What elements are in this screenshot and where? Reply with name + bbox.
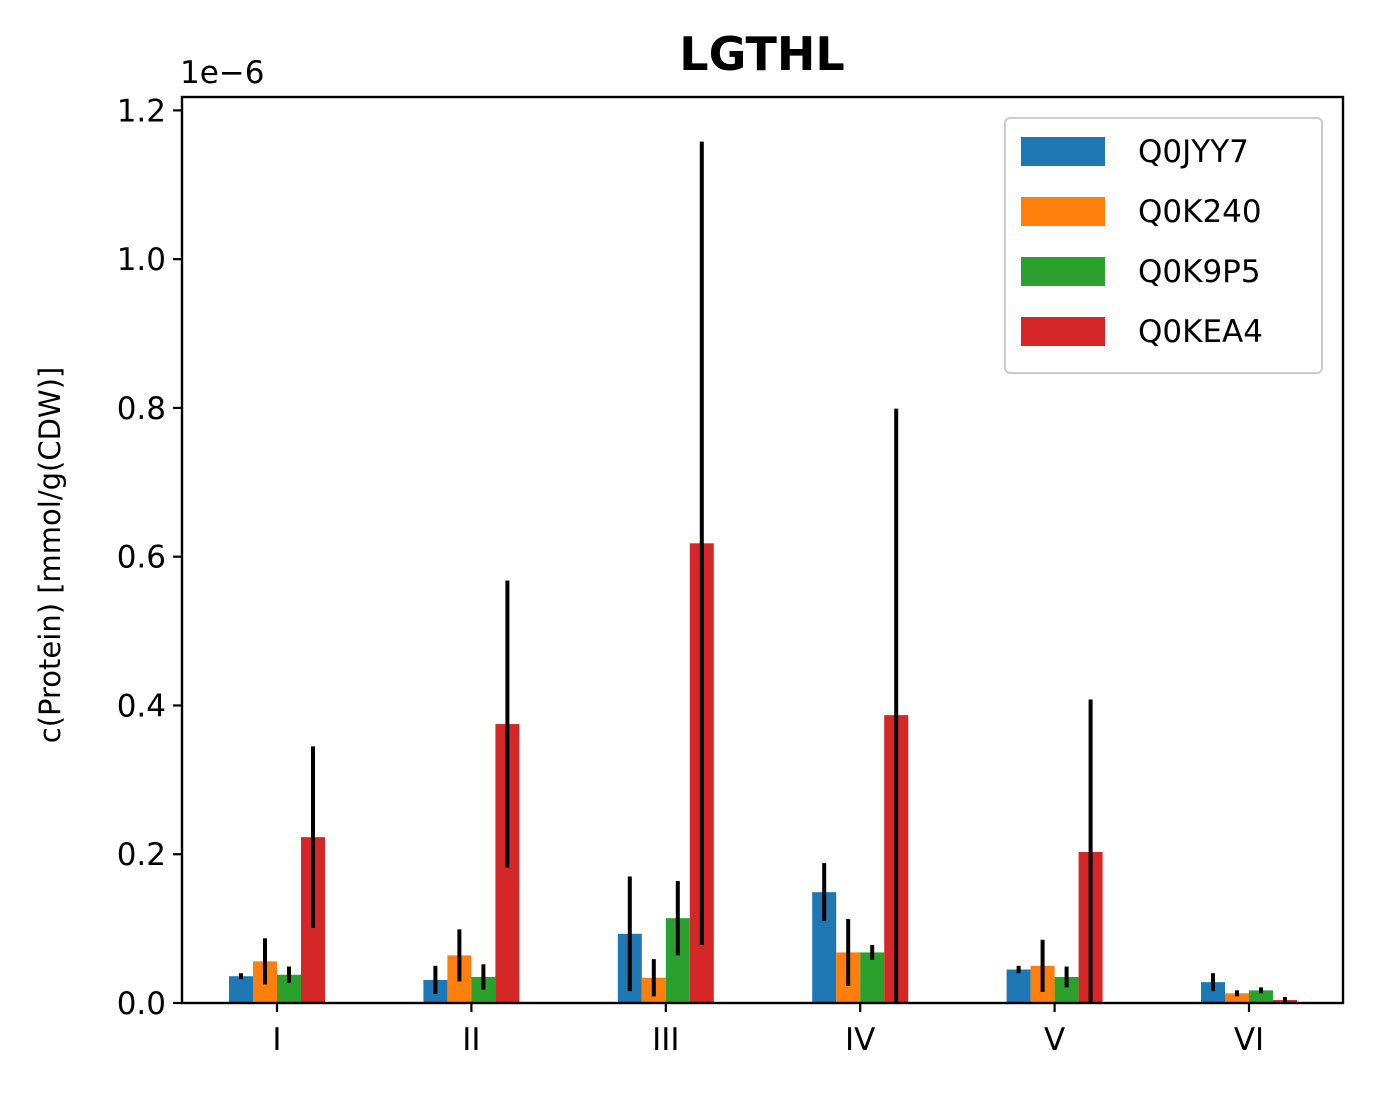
bar-q0jyy7-i bbox=[229, 976, 253, 1003]
legend-label: Q0JYY7 bbox=[1138, 134, 1249, 170]
y-tick-label: 0.0 bbox=[117, 986, 166, 1022]
bar-q0k240-vi bbox=[1225, 993, 1249, 1003]
legend-swatch bbox=[1021, 137, 1105, 166]
y-tick-label: 1.0 bbox=[117, 242, 166, 278]
y-axis-label: c(Protein) [mmol/g(CDW)] bbox=[33, 367, 67, 743]
x-axis: I II III IV V VI bbox=[272, 1003, 1264, 1058]
x-tick-label: VI bbox=[1234, 1022, 1264, 1058]
bar-q0k9p5-iv bbox=[860, 952, 885, 1003]
bar-q0jyy7-v bbox=[1006, 969, 1031, 1003]
bars bbox=[229, 543, 1297, 1003]
y-scale-label: 1e−6 bbox=[180, 55, 265, 91]
x-tick-label: IV bbox=[845, 1022, 875, 1058]
legend-box bbox=[1004, 117, 1323, 374]
bar-q0jyy7-vi bbox=[1201, 982, 1225, 1003]
legend-swatch bbox=[1021, 317, 1105, 346]
bar-q0k9p5-vi bbox=[1249, 990, 1273, 1003]
x-tick-label: III bbox=[652, 1022, 679, 1058]
y-tick-label: 0.8 bbox=[117, 391, 166, 427]
legend-label: Q0KEA4 bbox=[1138, 314, 1263, 350]
error-bars bbox=[239, 141, 1287, 1003]
y-axis: 0.0 0.2 0.4 0.6 0.8 1.0 1.2 bbox=[117, 93, 182, 1022]
y-tick-label: 0.2 bbox=[117, 837, 166, 873]
legend-label: Q0K9P5 bbox=[1138, 254, 1261, 290]
chart-title: LGTHL bbox=[679, 27, 844, 81]
legend-label: Q0K240 bbox=[1138, 194, 1262, 230]
x-tick-label: I bbox=[272, 1022, 281, 1058]
x-tick-label: V bbox=[1044, 1022, 1065, 1058]
legend: Q0JYY7 Q0K240 Q0K9P5 Q0KEA4 bbox=[1004, 117, 1323, 374]
y-tick-label: 1.2 bbox=[117, 93, 166, 129]
y-tick-label: 0.4 bbox=[117, 688, 166, 724]
legend-swatch bbox=[1021, 197, 1105, 226]
plot-frame bbox=[180, 95, 1345, 1005]
legend-swatch bbox=[1021, 257, 1105, 286]
y-tick-label: 0.6 bbox=[117, 540, 166, 576]
x-tick-label: II bbox=[462, 1022, 480, 1058]
